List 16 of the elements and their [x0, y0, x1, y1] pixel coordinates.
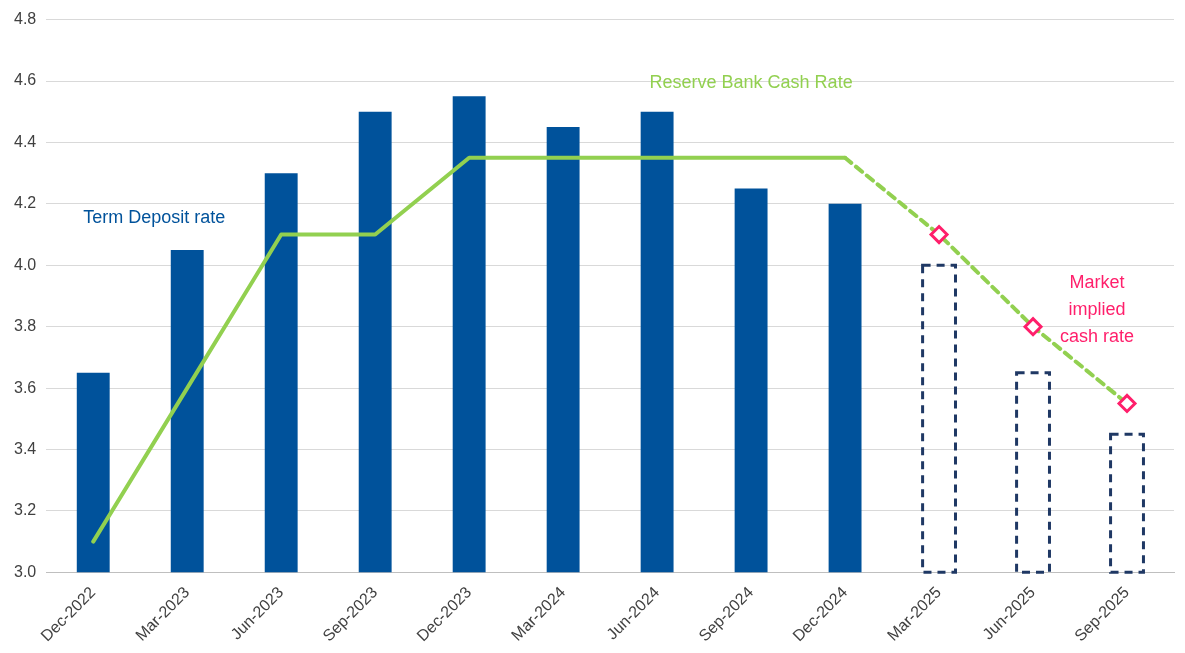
- series-label: Term Deposit rate: [83, 206, 226, 227]
- y-tick-label: 4.6: [13, 71, 37, 89]
- point: [929, 225, 949, 245]
- y-tick-label: 4.8: [13, 10, 37, 28]
- y-tick-label: 3.4: [13, 439, 37, 457]
- y-tick-label: 3.6: [13, 378, 37, 396]
- point: [1023, 317, 1043, 337]
- y-tick-label: 4.0: [13, 255, 37, 273]
- y-tick-label: 4.4: [13, 132, 37, 150]
- point: [1117, 393, 1137, 413]
- y-tick-label: 4.2: [13, 194, 37, 212]
- y-tick-label: 3.2: [13, 501, 37, 519]
- series-label: Market implied cash rate: [1059, 272, 1135, 347]
- text: Reserve Bank Cash Rate: [649, 71, 853, 92]
- y-tick-label: 3.0: [13, 562, 37, 580]
- y-tick-label: 3.8: [13, 317, 37, 335]
